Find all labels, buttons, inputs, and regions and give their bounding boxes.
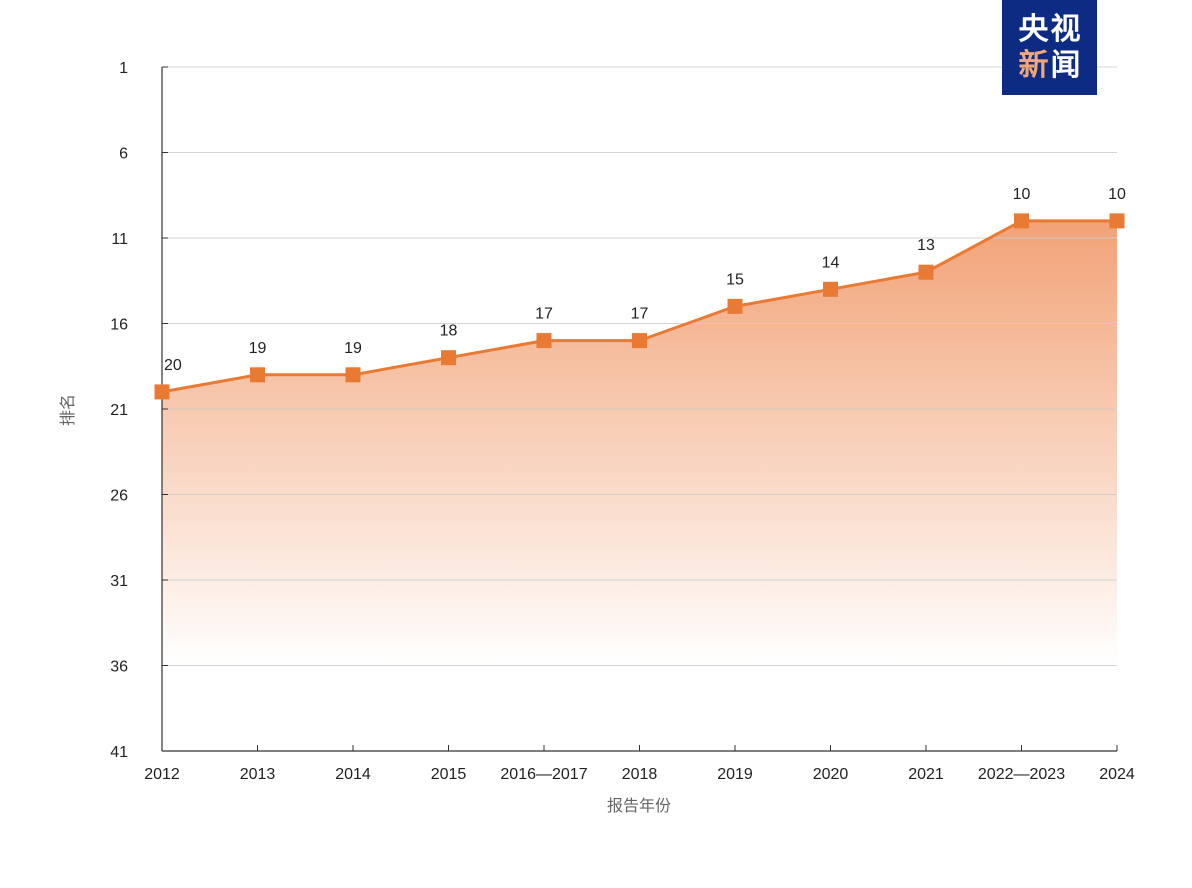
- x-axis-tick-labels: 2012 2013 2014 2015 2016—2017 2018 2019 2020 202…: [144, 766, 1135, 783]
- x-tick-label: 2020: [813, 766, 849, 783]
- data-label: 19: [249, 340, 267, 357]
- data-label: 14: [822, 254, 840, 271]
- y-tick-label: 21: [110, 402, 128, 419]
- x-tick-label: 2024: [1099, 766, 1135, 783]
- logo-char-accent: 新: [1018, 47, 1049, 83]
- data-label: 13: [917, 237, 935, 254]
- data-label: 15: [726, 271, 744, 288]
- x-tick-label: 2015: [431, 766, 467, 783]
- data-label: 17: [535, 306, 553, 323]
- axes: [161, 66, 1118, 752]
- data-label: 19: [344, 340, 362, 357]
- area-fill: [162, 220, 1117, 666]
- y-tick-label: 11: [111, 231, 128, 248]
- data-point-marker: [250, 367, 265, 383]
- x-tick-label: 2022—2023: [978, 766, 1065, 783]
- data-point-marker: [154, 384, 170, 400]
- x-tick-label: 2012: [144, 766, 180, 783]
- x-tick-label: 2019: [717, 766, 753, 783]
- x-tick-label: 2013: [240, 766, 276, 783]
- data-point-marker: [345, 367, 361, 383]
- logo-line-1: 央 视: [1019, 12, 1081, 48]
- logo-char: 央: [1018, 11, 1049, 47]
- data-point-marker: [918, 264, 934, 280]
- data-label: 17: [631, 306, 649, 323]
- area-path: [162, 220, 1117, 666]
- data-point-marker: [823, 281, 838, 297]
- y-tick-label: 31: [110, 573, 128, 590]
- y-tick-label: 26: [110, 488, 128, 505]
- data-labels: 20 19 19 18 17 17 15 14 13 10 10: [164, 186, 1126, 374]
- cctv-news-logo: 央 视 新 闻: [1002, 0, 1097, 95]
- data-point-marker: [441, 350, 456, 366]
- data-label: 18: [440, 323, 458, 340]
- y-tick-label: 6: [119, 146, 128, 163]
- x-tick-label: 2016—2017: [500, 766, 587, 783]
- y-axis-title: 排名: [59, 394, 77, 426]
- x-axis-title: 报告年份: [607, 797, 671, 815]
- x-tick-label: 2014: [335, 766, 371, 783]
- y-tick-label: 36: [110, 659, 128, 676]
- y-tick-label: 1: [119, 60, 128, 77]
- logo-char: 闻: [1050, 47, 1081, 83]
- data-label: 10: [1013, 186, 1031, 203]
- data-point-marker: [1014, 213, 1029, 229]
- data-point-marker: [536, 333, 552, 349]
- gridlines: [162, 66, 1117, 666]
- x-tick-label: 2018: [622, 766, 658, 783]
- logo-char: 视: [1050, 11, 1081, 47]
- data-point-marker: [1109, 213, 1125, 229]
- data-label: 20: [164, 357, 182, 374]
- data-point-marker: [632, 333, 647, 349]
- x-tick-label: 2021: [908, 766, 944, 783]
- data-point-marker: [727, 298, 743, 314]
- y-tick-label: 16: [110, 317, 128, 334]
- logo-line-2: 新 闻: [1019, 48, 1081, 84]
- y-tick-label: 41: [110, 744, 128, 761]
- data-markers: [154, 213, 1125, 400]
- data-label: 10: [1108, 186, 1126, 203]
